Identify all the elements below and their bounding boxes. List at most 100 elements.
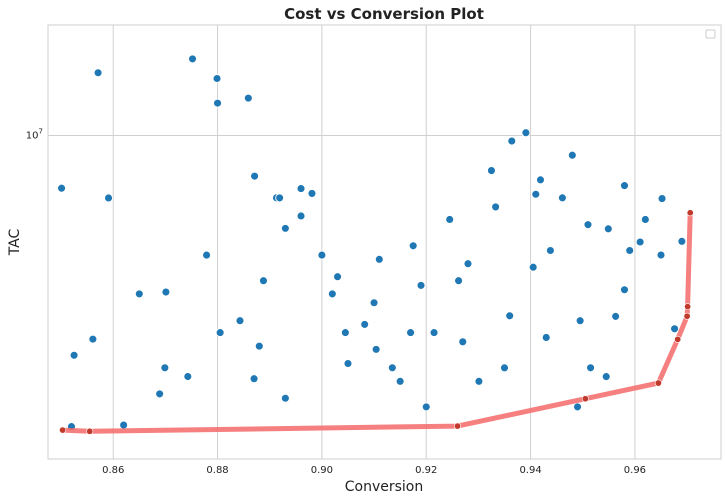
- scatter-point: [275, 193, 285, 203]
- y-axis-label: TAC: [7, 228, 23, 256]
- x-axis-label: Conversion: [345, 479, 424, 495]
- scatter-point: [317, 250, 327, 260]
- scatter-point: [408, 241, 418, 251]
- scatter-point: [371, 344, 381, 354]
- scatter-point: [601, 372, 611, 382]
- frontier-series: [59, 209, 694, 435]
- scatter-point: [500, 363, 509, 373]
- scatter-point: [280, 393, 290, 403]
- scatter-point: [575, 316, 585, 326]
- scatter-point: [280, 223, 290, 233]
- scatter-point: [567, 150, 577, 160]
- scatter-point: [445, 215, 455, 224]
- scatter-point: [57, 183, 67, 193]
- scatter-point: [343, 359, 353, 368]
- scatter-point: [541, 333, 551, 342]
- data-points: [57, 54, 687, 432]
- x-tick-label: 0.88: [206, 465, 228, 476]
- scatter-point: [491, 202, 501, 212]
- scatter-point: [249, 374, 259, 384]
- x-tick-label: 0.92: [415, 465, 437, 476]
- scatter-point: [296, 184, 306, 194]
- x-tick-labels: 0.86 0.88 0.90 0.92 0.94 0.96: [102, 465, 646, 476]
- frontier-point: [683, 312, 691, 320]
- scatter-point: [259, 276, 268, 286]
- scatter-point: [463, 259, 473, 269]
- scatter-point: [69, 350, 79, 360]
- scatter-point: [531, 189, 541, 199]
- x-tick-label: 0.90: [311, 465, 333, 476]
- scatter-point: [625, 246, 635, 255]
- scatter-point: [557, 193, 567, 203]
- scatter-point: [243, 93, 253, 103]
- scatter-point: [395, 376, 405, 386]
- y-tick-exponent: 7: [39, 127, 43, 135]
- scatter-point: [188, 54, 197, 64]
- scatter-point: [656, 250, 666, 260]
- scatter-point: [611, 311, 621, 321]
- scatter-point: [486, 166, 496, 176]
- scatter-point: [360, 319, 370, 329]
- scatter-point: [250, 171, 260, 181]
- scatter-point: [183, 372, 193, 381]
- scatter-point: [603, 224, 613, 234]
- scatter-point: [454, 276, 464, 286]
- frontier-line: [60, 210, 693, 434]
- scatter-point: [677, 236, 687, 246]
- y-tick-labels: 107: [26, 127, 43, 141]
- frontier-point: [686, 209, 694, 217]
- scatter-point: [369, 298, 379, 308]
- scatter-point: [421, 402, 431, 412]
- scatter-point: [620, 181, 629, 191]
- grid-lines: [48, 25, 721, 459]
- plot-frame: [47, 24, 722, 460]
- scatter-point: [416, 280, 426, 290]
- scatter-point: [586, 363, 596, 373]
- x-tick-label: 0.96: [624, 465, 646, 476]
- scatter-point: [296, 211, 306, 221]
- scatter-point: [521, 128, 531, 138]
- scatter-point: [104, 193, 113, 203]
- scatter-point: [507, 136, 517, 146]
- x-tick-label: 0.94: [519, 465, 541, 476]
- chart-title: Cost vs Conversion Plot: [284, 5, 484, 23]
- scatter-point: [635, 237, 645, 247]
- scatter-point: [528, 262, 538, 272]
- scatter-point: [160, 363, 170, 373]
- scatter-point: [307, 188, 317, 198]
- frontier-point: [454, 422, 462, 430]
- scatter-point: [213, 98, 223, 108]
- scatter-point: [161, 287, 171, 297]
- x-tick-label: 0.86: [102, 465, 124, 476]
- scatter-point: [505, 311, 515, 321]
- frontier-point: [684, 303, 692, 311]
- frontier-point: [654, 379, 662, 387]
- y-tick-base: 10: [26, 130, 39, 141]
- scatter-point: [583, 220, 593, 230]
- y-tick-label: 107: [26, 127, 43, 141]
- legend-box: [705, 29, 716, 39]
- scatter-point: [134, 289, 144, 299]
- scatter-point: [474, 376, 484, 386]
- scatter-point: [254, 341, 264, 351]
- scatter-point: [340, 328, 350, 338]
- scatter-point: [670, 324, 680, 334]
- frontier-point: [86, 427, 94, 435]
- scatter-point: [640, 215, 650, 224]
- scatter-point: [387, 363, 397, 373]
- scatter-point: [545, 246, 555, 255]
- scatter-point: [374, 254, 384, 264]
- scatter-point: [620, 285, 629, 295]
- scatter-point: [429, 328, 439, 338]
- scatter-point: [406, 328, 416, 338]
- scatter-point: [93, 68, 103, 78]
- scatter-point: [88, 334, 98, 344]
- scatter-point: [536, 175, 545, 185]
- scatter-point: [327, 289, 337, 299]
- scatter-point: [215, 328, 225, 338]
- scatter-point: [235, 316, 245, 326]
- scatter-point: [119, 420, 129, 430]
- scatter-point: [155, 389, 165, 399]
- frontier-point: [674, 335, 682, 343]
